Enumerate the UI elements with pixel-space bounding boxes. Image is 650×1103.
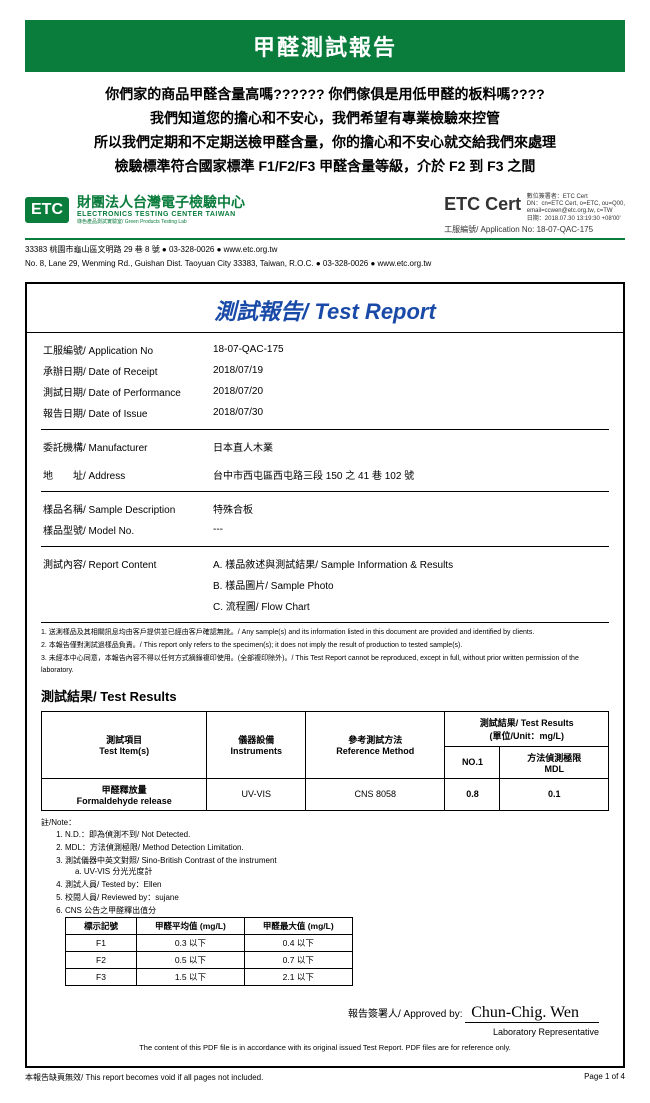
info-table-1: 工服編號/ Application No18-07-QAC-175 承辦日期/ …	[41, 339, 609, 423]
notes-block: 1. 送測樣品及其相關訊息均由客戶提供並已經由客戶確認無訛。/ Any samp…	[41, 622, 609, 677]
content-table: 測試內容/ Report ContentA. 樣品敘述與測試結果/ Sample…	[41, 553, 609, 616]
report-title: 測試報告/ Test Report	[41, 284, 609, 332]
etc-badge: ETC	[25, 197, 69, 223]
org-name-en: ELECTRONICS TESTING CENTER TAIWAN	[77, 211, 245, 219]
representative-label: Laboratory Representative	[41, 1027, 599, 1037]
report-box: 測試報告/ Test Report 工服編號/ Application No18…	[25, 282, 625, 1067]
info-table-3: 樣品名稱/ Sample Description特殊合板 樣品型號/ Model…	[41, 498, 609, 540]
results-table: 測試項目Test Item(s) 儀器設備Instruments 參考測試方法R…	[41, 711, 609, 811]
footer: 本報告缺頁無效/ This report becomes void if all…	[25, 1072, 625, 1083]
org-name-cn: 財團法人台灣電子檢驗中心	[77, 194, 245, 211]
results-heading: 測試結果/ Test Results	[41, 686, 609, 705]
intro-line: 所以我們定期和不定期送檢甲醛含量，你的擔心和不安心就交給我們來處理	[25, 132, 625, 152]
pdf-note: The content of this PDF file is in accor…	[41, 1043, 609, 1052]
approved-by: 報告簽署人/ Approved by: Chun-Chig. Wen	[41, 1004, 599, 1023]
org-sub: 綠色產品測試實驗室/ Green Products Testing Lab	[77, 219, 245, 225]
info-table-2: 委託機構/ Manufacturer日本直人木業 地 址/ Address台中市…	[41, 436, 609, 485]
footnotes: 註/Note： N.D.：即為偵測不到/ Not Detected. MDL：方…	[41, 817, 609, 986]
cert-title: ETC Cert	[444, 194, 521, 216]
footer-right: Page 1 of 4	[584, 1072, 625, 1083]
app-no: 工服編號/ Application No: 18-07-QAC-175	[444, 225, 625, 235]
signature: Chun-Chig. Wen	[465, 1004, 599, 1023]
intro-line: 檢驗標準符合國家標準 F1/F2/F3 甲醛含量等級，介於 F2 到 F3 之間	[25, 156, 625, 176]
footer-left: 本報告缺頁無效/ This report becomes void if all…	[25, 1072, 263, 1083]
etc-logo: ETC 財團法人台灣電子檢驗中心 ELECTRONICS TESTING CEN…	[25, 194, 245, 225]
address-line: 33383 桃園市龜山區文明路 29 巷 8 號 ● 03-328-0026 ●…	[25, 244, 625, 255]
cert-block: ETC Cert 數位簽署者：ETC Cert DN：cn=ETC Cert, …	[444, 194, 625, 234]
intro-line: 我們知道您的擔心和不安心，我們希望有專業檢驗來控管	[25, 108, 625, 128]
intro-block: 你們家的商品甲醛含量高嗎?????? 你們傢俱是用低甲醛的板料嗎???? 我們知…	[25, 84, 625, 176]
address-line: No. 8, Lane 29, Wenming Rd., Guishan Dis…	[25, 259, 625, 268]
intro-line: 你們家的商品甲醛含量高嗎?????? 你們傢俱是用低甲醛的板料嗎????	[25, 84, 625, 104]
banner-title: 甲醛測試報告	[25, 20, 625, 72]
standard-table: 標示記號甲醛平均值 (mg/L)甲醛最大值 (mg/L) F10.3 以下0.4…	[65, 917, 353, 986]
